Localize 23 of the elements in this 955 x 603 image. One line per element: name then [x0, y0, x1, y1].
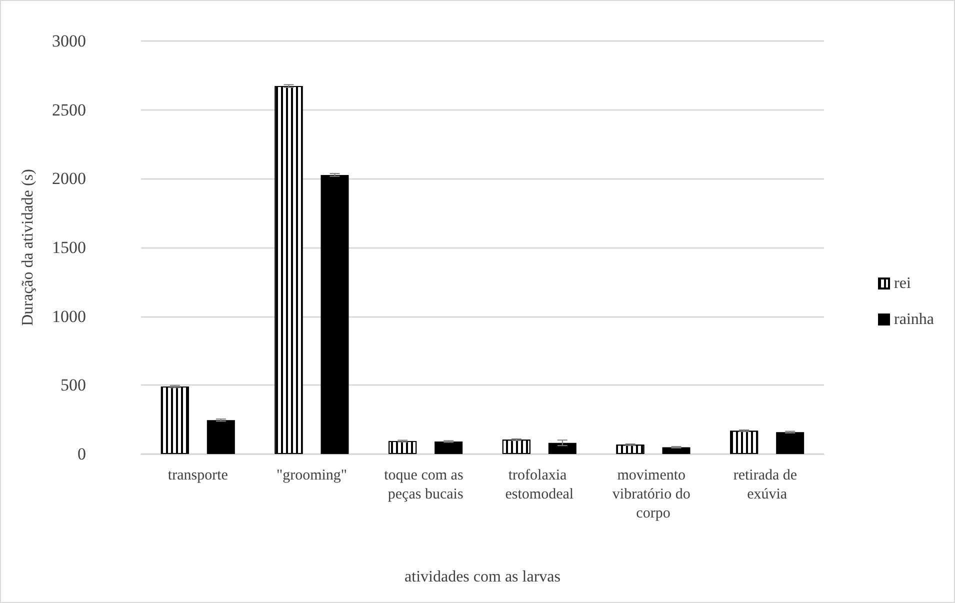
bar [548, 442, 576, 454]
legend-label: rainha [894, 311, 934, 328]
y-tick-label: 1000 [52, 306, 86, 326]
y-tick-label: 2000 [52, 169, 86, 188]
bar [206, 420, 235, 454]
y-tick-label: 500 [60, 376, 86, 395]
x-tick-label: movimento vibratório do corpo [612, 468, 694, 522]
x-tick-label: trofolaxia estomodeal [505, 468, 574, 502]
y-tick-label: 3000 [52, 32, 86, 50]
bar [776, 432, 804, 454]
legend-label: rei [894, 275, 912, 292]
x-axis-title: atividades com as larvas [404, 568, 560, 586]
bar [434, 441, 463, 454]
x-tick-label: toque com as peças bucais [384, 468, 468, 502]
y-tick-label: 1500 [52, 238, 86, 257]
x-tick-label: retirada de exúvia [733, 468, 801, 502]
y-tick-label: 2500 [52, 100, 86, 120]
bar [320, 174, 349, 454]
x-tick-label: transporte [168, 468, 228, 484]
y-tick-label: 0 [78, 444, 86, 464]
y-axis-title: Duração da atividade (s) [20, 169, 36, 326]
x-tick-label: "grooming" [276, 468, 348, 484]
bar [662, 447, 690, 454]
